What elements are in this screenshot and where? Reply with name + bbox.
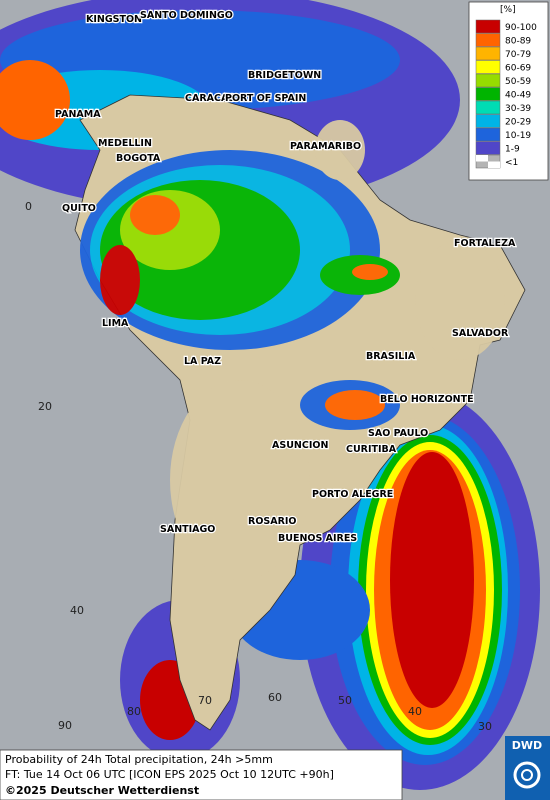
city-label: SAO PAULO bbox=[368, 428, 428, 439]
footer-line2: FT: Tue 14 Oct 06 UTC [ICON EPS 2025 Oct… bbox=[5, 768, 334, 781]
city-label: LA PAZ bbox=[184, 356, 221, 367]
logo-swirl-inner bbox=[521, 769, 533, 781]
precipitation-land bbox=[80, 120, 505, 580]
legend-swatch bbox=[475, 100, 501, 115]
legend-label: 60-69 bbox=[505, 64, 531, 74]
footer-line1: Probability of 24h Total precipitation, … bbox=[5, 753, 273, 766]
grid-label: 40 bbox=[70, 604, 84, 617]
city-label: KINGSTON bbox=[86, 14, 142, 25]
legend: [%] 90-100 80-89 70-79 60-69 50-59 40-49 30-39… bbox=[468, 1, 549, 181]
legend-label: 40-49 bbox=[505, 91, 531, 101]
city-label: QUITO bbox=[62, 203, 96, 214]
legend-swatch bbox=[475, 87, 501, 101]
city-label: LIMA bbox=[102, 318, 129, 329]
footer: Probability of 24h Total precipitation, … bbox=[0, 749, 403, 800]
legend-swatch bbox=[475, 141, 501, 155]
city-label: ASUNCION bbox=[272, 440, 328, 451]
legend-label: 90-100 bbox=[505, 23, 537, 33]
city-label: CURITIBA bbox=[346, 444, 397, 455]
grid-label: 60 bbox=[268, 691, 282, 704]
footer-box bbox=[0, 749, 403, 800]
legend-swatch bbox=[475, 46, 501, 61]
footer-copyright: ©2025 Deutscher Wetterdienst bbox=[5, 784, 199, 797]
legend-swatch bbox=[475, 114, 501, 128]
city-label: SANTO DOMINGO bbox=[140, 10, 233, 21]
legend-label: 70-79 bbox=[505, 50, 531, 60]
logo-swirl bbox=[513, 761, 541, 789]
grid-label: 50 bbox=[338, 694, 352, 707]
city-label: MEDELLIN bbox=[98, 138, 152, 149]
grid-label: 40 bbox=[408, 705, 422, 718]
city-label: BRASILIA bbox=[366, 351, 416, 362]
legend-swatch bbox=[475, 60, 501, 74]
grid-label: 30 bbox=[478, 720, 492, 733]
legend-swatch bbox=[475, 127, 501, 142]
grid-label: 90 bbox=[58, 719, 72, 732]
city-label: BRIDGETOWN bbox=[248, 70, 321, 81]
city-label: SANTIAGO bbox=[160, 524, 215, 535]
city-label: CARACAS bbox=[185, 93, 235, 104]
legend-swatch bbox=[475, 19, 501, 34]
grid-labels: 0 20 40 70 60 50 40 30 80 90 bbox=[25, 200, 492, 733]
legend-swatch-check bbox=[476, 155, 488, 162]
city-label: FORTALEZA bbox=[454, 238, 516, 249]
logo-text: DWD bbox=[512, 739, 542, 752]
grid-label: 70 bbox=[198, 694, 212, 707]
legend-items: 90-100 80-89 70-79 60-69 50-59 40-49 30-39 20-2… bbox=[475, 19, 537, 169]
city-label: BOGOTA bbox=[116, 153, 161, 164]
logo: DWD bbox=[505, 736, 550, 800]
city-label: ROSARIO bbox=[248, 516, 297, 527]
city-label: PORTO ALEGRE bbox=[312, 489, 393, 500]
city-label: PANAMA bbox=[55, 109, 101, 120]
legend-swatch-check bbox=[488, 161, 500, 168]
city-label: BELO HORIZONTE bbox=[380, 394, 474, 405]
city-label: BUENOS AIRES bbox=[278, 533, 357, 544]
legend-swatch bbox=[475, 33, 501, 47]
legend-label: 1-9 bbox=[505, 145, 520, 155]
legend-label: 50-59 bbox=[505, 77, 531, 87]
legend-label: 10-19 bbox=[505, 131, 531, 141]
city-label: SALVADOR bbox=[452, 328, 509, 339]
city-label: PORT OF SPAIN bbox=[225, 93, 306, 104]
legend-label: 30-39 bbox=[505, 104, 531, 114]
grid-label: 20 bbox=[38, 400, 52, 413]
logo-box bbox=[505, 736, 550, 800]
grid-label: 80 bbox=[127, 705, 141, 718]
city-label: PARAMARIBO bbox=[290, 141, 361, 152]
legend-unit: [%] bbox=[500, 5, 516, 15]
legend-label: 80-89 bbox=[505, 37, 531, 47]
legend-label: 20-29 bbox=[505, 118, 531, 128]
legend-swatch bbox=[475, 73, 501, 88]
grid-label: 0 bbox=[25, 200, 32, 213]
legend-label: <1 bbox=[505, 158, 518, 168]
